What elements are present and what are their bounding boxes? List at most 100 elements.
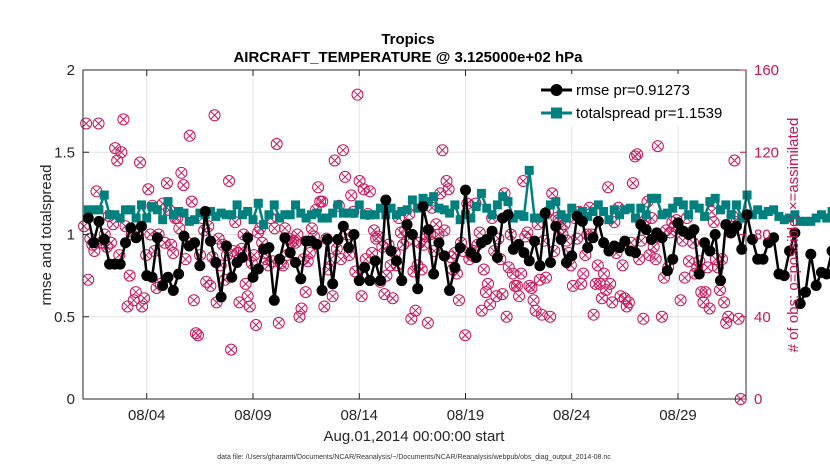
rmse-point (529, 235, 541, 247)
obs-assimilated-cross (84, 275, 93, 284)
rmse-point (805, 248, 817, 260)
obs-assimilated-cross (705, 304, 714, 313)
obs-count-marker (117, 113, 130, 126)
totalspread-point (631, 213, 640, 223)
obs-count-marker (682, 255, 695, 268)
rmse-point (470, 252, 482, 264)
obs-count-marker (405, 312, 418, 325)
obs-count-marker (720, 316, 733, 329)
obs-possible-circle (500, 310, 513, 323)
obs-assimilated-cross (270, 224, 279, 233)
totalspread-point (476, 188, 486, 198)
obs-possible-circle (397, 238, 410, 251)
rmse-point (449, 261, 461, 273)
totalspread-point (142, 213, 152, 223)
obs-possible-circle (339, 170, 352, 183)
obs-possible-circle (523, 279, 536, 292)
obs-possible-circle (595, 292, 608, 305)
obs-possible-circle (602, 181, 615, 194)
obs-possible-circle (506, 267, 519, 280)
obs-possible-circle (370, 232, 383, 245)
rmse-point (688, 224, 700, 236)
obs-count-marker (699, 286, 712, 299)
obs-count-marker (82, 273, 95, 286)
obs-possible-circle (378, 288, 391, 301)
totalspread-point (365, 210, 375, 220)
obs-possible-circle (386, 292, 399, 305)
legend-rmse-marker (550, 84, 563, 96)
totalspread-point (811, 213, 821, 223)
obs-possible-circle (233, 296, 246, 309)
obs-assimilated-cross (653, 142, 662, 150)
obs-assimilated-cross (475, 228, 484, 237)
totalspread-point (806, 216, 816, 226)
totalspread-point (221, 210, 231, 220)
totalspread-point (721, 200, 731, 210)
obs-assimilated-cross (579, 269, 588, 278)
obs-assimilated-cross (272, 140, 281, 148)
obs-possible-circle (80, 117, 93, 130)
totalspread-point (227, 210, 237, 220)
obs-assimilated-cross (529, 296, 538, 305)
obs-count-marker (272, 316, 285, 329)
obs-assimilated-cross (645, 251, 654, 259)
obs-count-marker (233, 296, 246, 309)
totalspread-point (801, 216, 810, 226)
obs-count-marker (438, 224, 451, 237)
obs-assimilated-cross (305, 249, 314, 257)
totalspread-point (184, 216, 194, 226)
obs-count-marker (606, 296, 619, 309)
chart-subtitle: AIRCRAFT_TEMPERATURE @ 3.125000e+02 hPa (233, 49, 583, 66)
totalspread-point (615, 210, 625, 220)
obs-count-marker (123, 269, 136, 282)
x-tick-label: 08/14 (340, 407, 378, 424)
obs-count-marker (440, 175, 453, 188)
rmse-point (321, 233, 333, 245)
rmse-point (332, 233, 344, 245)
obs-possible-circle (121, 300, 134, 313)
obs-count-marker (631, 148, 644, 161)
obs-assimilated-cross (484, 279, 492, 288)
y2-tick-label: 0 (754, 391, 762, 408)
totalspread-point (753, 205, 763, 215)
obs-count-marker (291, 228, 304, 241)
totalspread-point (790, 210, 800, 220)
obs-assimilated-cross (206, 282, 215, 290)
obs-possible-circle (707, 216, 720, 229)
obs-count-marker (185, 195, 198, 208)
obs-count-marker (386, 292, 399, 305)
obs-assimilated-cross (639, 314, 648, 323)
obs-count-marker (208, 109, 221, 122)
obs-possible-circle (529, 304, 542, 317)
rmse-point (396, 275, 408, 287)
obs-assimilated-cross (680, 273, 689, 282)
rmse-point (359, 261, 371, 273)
rmse-point (114, 258, 126, 270)
obs-assimilated-cross (624, 298, 633, 307)
obs-assimilated-cross (92, 187, 101, 196)
rmse-point (491, 252, 503, 264)
obs-count-marker (529, 304, 542, 317)
obs-assimilated-cross (328, 292, 337, 301)
obs-count-marker (703, 302, 716, 315)
obs-assimilated-cross (407, 314, 416, 323)
rmse-point (327, 278, 339, 290)
obs-count-marker (223, 175, 236, 188)
obs-assimilated-cross (730, 156, 739, 165)
rmse-point (433, 237, 445, 249)
rmse-point (274, 253, 286, 265)
obs-assimilated-cross (606, 279, 615, 288)
obs-possible-circle (606, 296, 619, 309)
rmse-point (523, 255, 535, 267)
obs-possible-circle (604, 277, 617, 290)
rmse-point (242, 232, 254, 244)
totalspread-point (508, 213, 518, 223)
obs-assimilated-cross (477, 306, 486, 315)
obs-possible-circle (728, 154, 741, 167)
obs-possible-circle (442, 183, 455, 196)
rmse-point (263, 242, 275, 254)
totalspread-point (583, 211, 593, 221)
obs-possible-circle (262, 259, 275, 272)
totalspread-point (731, 200, 741, 210)
obs-possible-circle (566, 279, 579, 292)
